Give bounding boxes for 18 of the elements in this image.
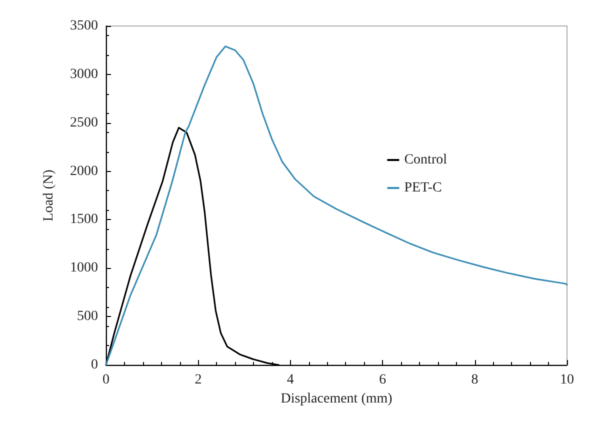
y-tick-label: 3000: [70, 66, 98, 82]
x-axis-title: Displacement (mm): [280, 391, 393, 406]
x-tick-label: 4: [286, 372, 294, 388]
y-tick-label: 0: [91, 358, 98, 372]
x-tick-label: 0: [102, 372, 110, 388]
x-tick-label: 10: [560, 372, 574, 388]
y-tick-label: 3500: [70, 18, 98, 34]
legend-label: PET-C: [404, 180, 442, 196]
x-tick-label: 2: [194, 372, 202, 388]
x-tick-label: 8: [471, 372, 478, 388]
y-tick-label: 2000: [70, 164, 98, 179]
y-axis-title: Load (N): [42, 169, 56, 222]
y-tick-label: 2500: [70, 115, 98, 130]
y-tick-label: 500: [77, 309, 98, 324]
y-tick-label: 1000: [70, 260, 98, 276]
legend-label: Control: [404, 152, 448, 168]
x-tick-label: 6: [379, 372, 386, 388]
y-tick-label: 1500: [70, 212, 98, 228]
